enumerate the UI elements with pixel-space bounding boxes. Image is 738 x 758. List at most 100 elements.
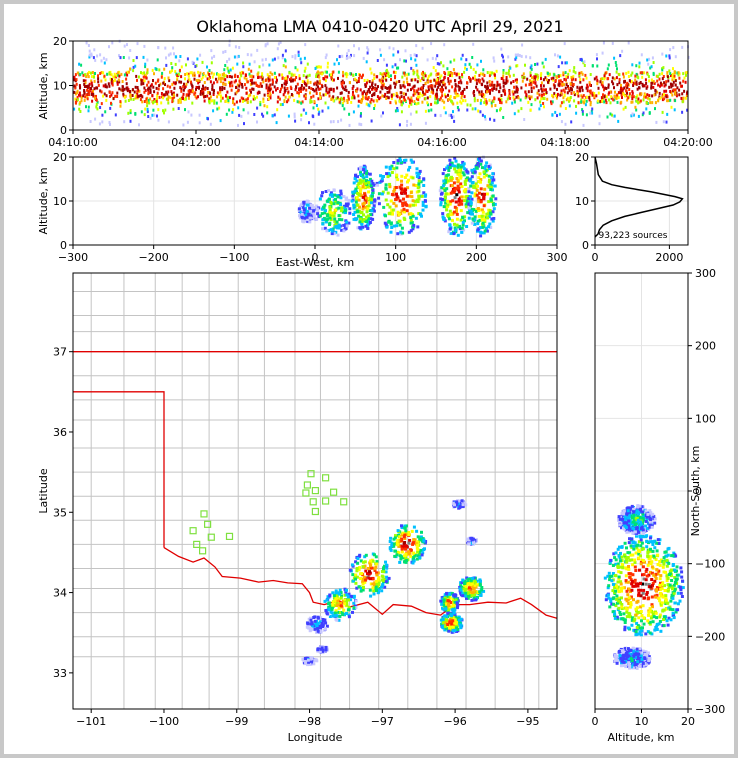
alt-time-source-cell [678,88,681,92]
map-source-cell [445,614,448,618]
map-source-cell [451,622,455,626]
alt-time-source-cell [392,53,395,57]
alt-time-source-cell [457,72,460,76]
alt-time-source-cell [466,108,469,112]
map-source-cell [411,557,415,561]
alt-time-source-cell [237,123,239,127]
alt-time-source-cell [483,93,486,97]
alt-time-source-cell [513,98,516,102]
eastwest-source-cell [304,213,308,217]
alt-time-source-cell [373,107,376,110]
eastwest-source-cell [491,210,495,214]
alt-time-source-cell [512,73,515,77]
alt-time-source-cell [512,80,515,83]
map-source-cell [446,610,450,614]
alt-time-source-cell [219,95,222,99]
eastwest-source-cell [330,211,334,215]
eastwest-source-cell [441,198,444,201]
alt-time-source-cell [513,100,516,104]
map-source-cell [339,604,343,608]
alt-time-source-cell [570,76,573,80]
eastwest-source-cell [417,212,421,216]
alt-time-source-cell [182,85,185,89]
eastwest-source-cell [409,175,413,179]
northsouth-source-cell [633,578,637,582]
alt-time-source-cell [262,63,265,67]
alt-time-source-cell [266,111,269,115]
eastwest-source-cell [406,186,410,190]
alt-time-source-cell [434,113,437,117]
alt-time-source-cell [449,74,452,77]
alt-time-source-cell [332,99,335,103]
alt-time-source-cell [463,87,466,91]
eastwest-source-cell [492,217,496,220]
eastwest-source-cell [303,216,307,220]
alt-time-source-cell [236,55,239,59]
alt-time-source-cell [136,95,139,99]
map-source-cell [336,610,340,614]
alt-time-source-cell [681,92,684,96]
alt-time-source-cell [74,101,77,104]
eastwest-source-cell [469,202,473,206]
map-source-cell [453,504,457,508]
alt-time-source-cell [247,67,250,71]
alt-time-source-cell [678,93,681,97]
alt-time-source-cell [192,73,194,77]
alt-time-source-cell [648,94,651,98]
alt-time-source-cell [677,71,680,75]
alt-time-source-cell [601,83,604,87]
alt-time-source-cell [332,87,335,91]
alt-time-source-cell [516,88,519,92]
alt-time-source-cell [211,87,214,91]
alt-time-source-cell [502,74,505,78]
alt-time-source-cell [143,86,146,90]
eastwest-source-cell [453,222,456,226]
eastwest-source-cell [361,185,365,189]
eastwest-source-cell [336,195,340,199]
alt-time-source-cell [186,57,189,61]
alt-time-source-cell [361,95,364,99]
alt-time-source-cell [460,101,463,105]
alt-time-source-cell [238,84,241,88]
eastwest-source-cell [369,213,373,217]
map-source-cell [417,550,421,554]
alt-time-source-cell [171,69,174,73]
alt-time-source-cell [337,120,340,124]
alt-time-source-cell [421,46,424,50]
eastwest-source-cell [358,190,362,194]
alt-time-source-cell [318,110,321,114]
eastwest-source-cell [472,185,476,189]
alt-time-source-cell [537,76,539,79]
eastwest-source-cell [323,203,327,207]
eastwest-source-cell [308,216,312,220]
eastwest-source-cell [491,178,495,182]
map-source-cell [459,584,463,588]
eastwest-source-cell [361,173,365,177]
alt-time-source-cell [88,82,91,86]
eastwest-source-cell [463,215,467,219]
alt-time-source-cell [211,99,214,103]
map-source-cell [452,617,456,621]
alt-time-source-cell [324,101,327,105]
eastwest-source-cell [347,198,351,202]
alt-time-source-cell [312,106,315,110]
alt-time-source-cell [595,75,598,79]
alt-time-source-cell [154,99,156,103]
map-source-cell [470,594,474,597]
eastwest-source-cell [409,158,413,162]
alt-time-source-cell [364,83,367,87]
alt-time-source-cell [388,86,390,90]
alt-time-source-cell [319,71,322,75]
alt-time-source-cell [417,101,420,105]
alt-time-source-cell [636,87,639,91]
map-source-cell [371,559,375,563]
eastwest-source-cell [373,201,377,205]
eastwest-source-cell [355,179,359,183]
eastwest-source-cell [442,218,446,221]
alt-time-source-cell [459,79,462,83]
alt-time-source-cell [508,93,511,97]
alt-time-source-cell [438,98,441,102]
alt-time-source-cell [376,59,379,62]
alt-time-source-cell [583,64,586,67]
alt-time-source-cell [529,66,532,70]
